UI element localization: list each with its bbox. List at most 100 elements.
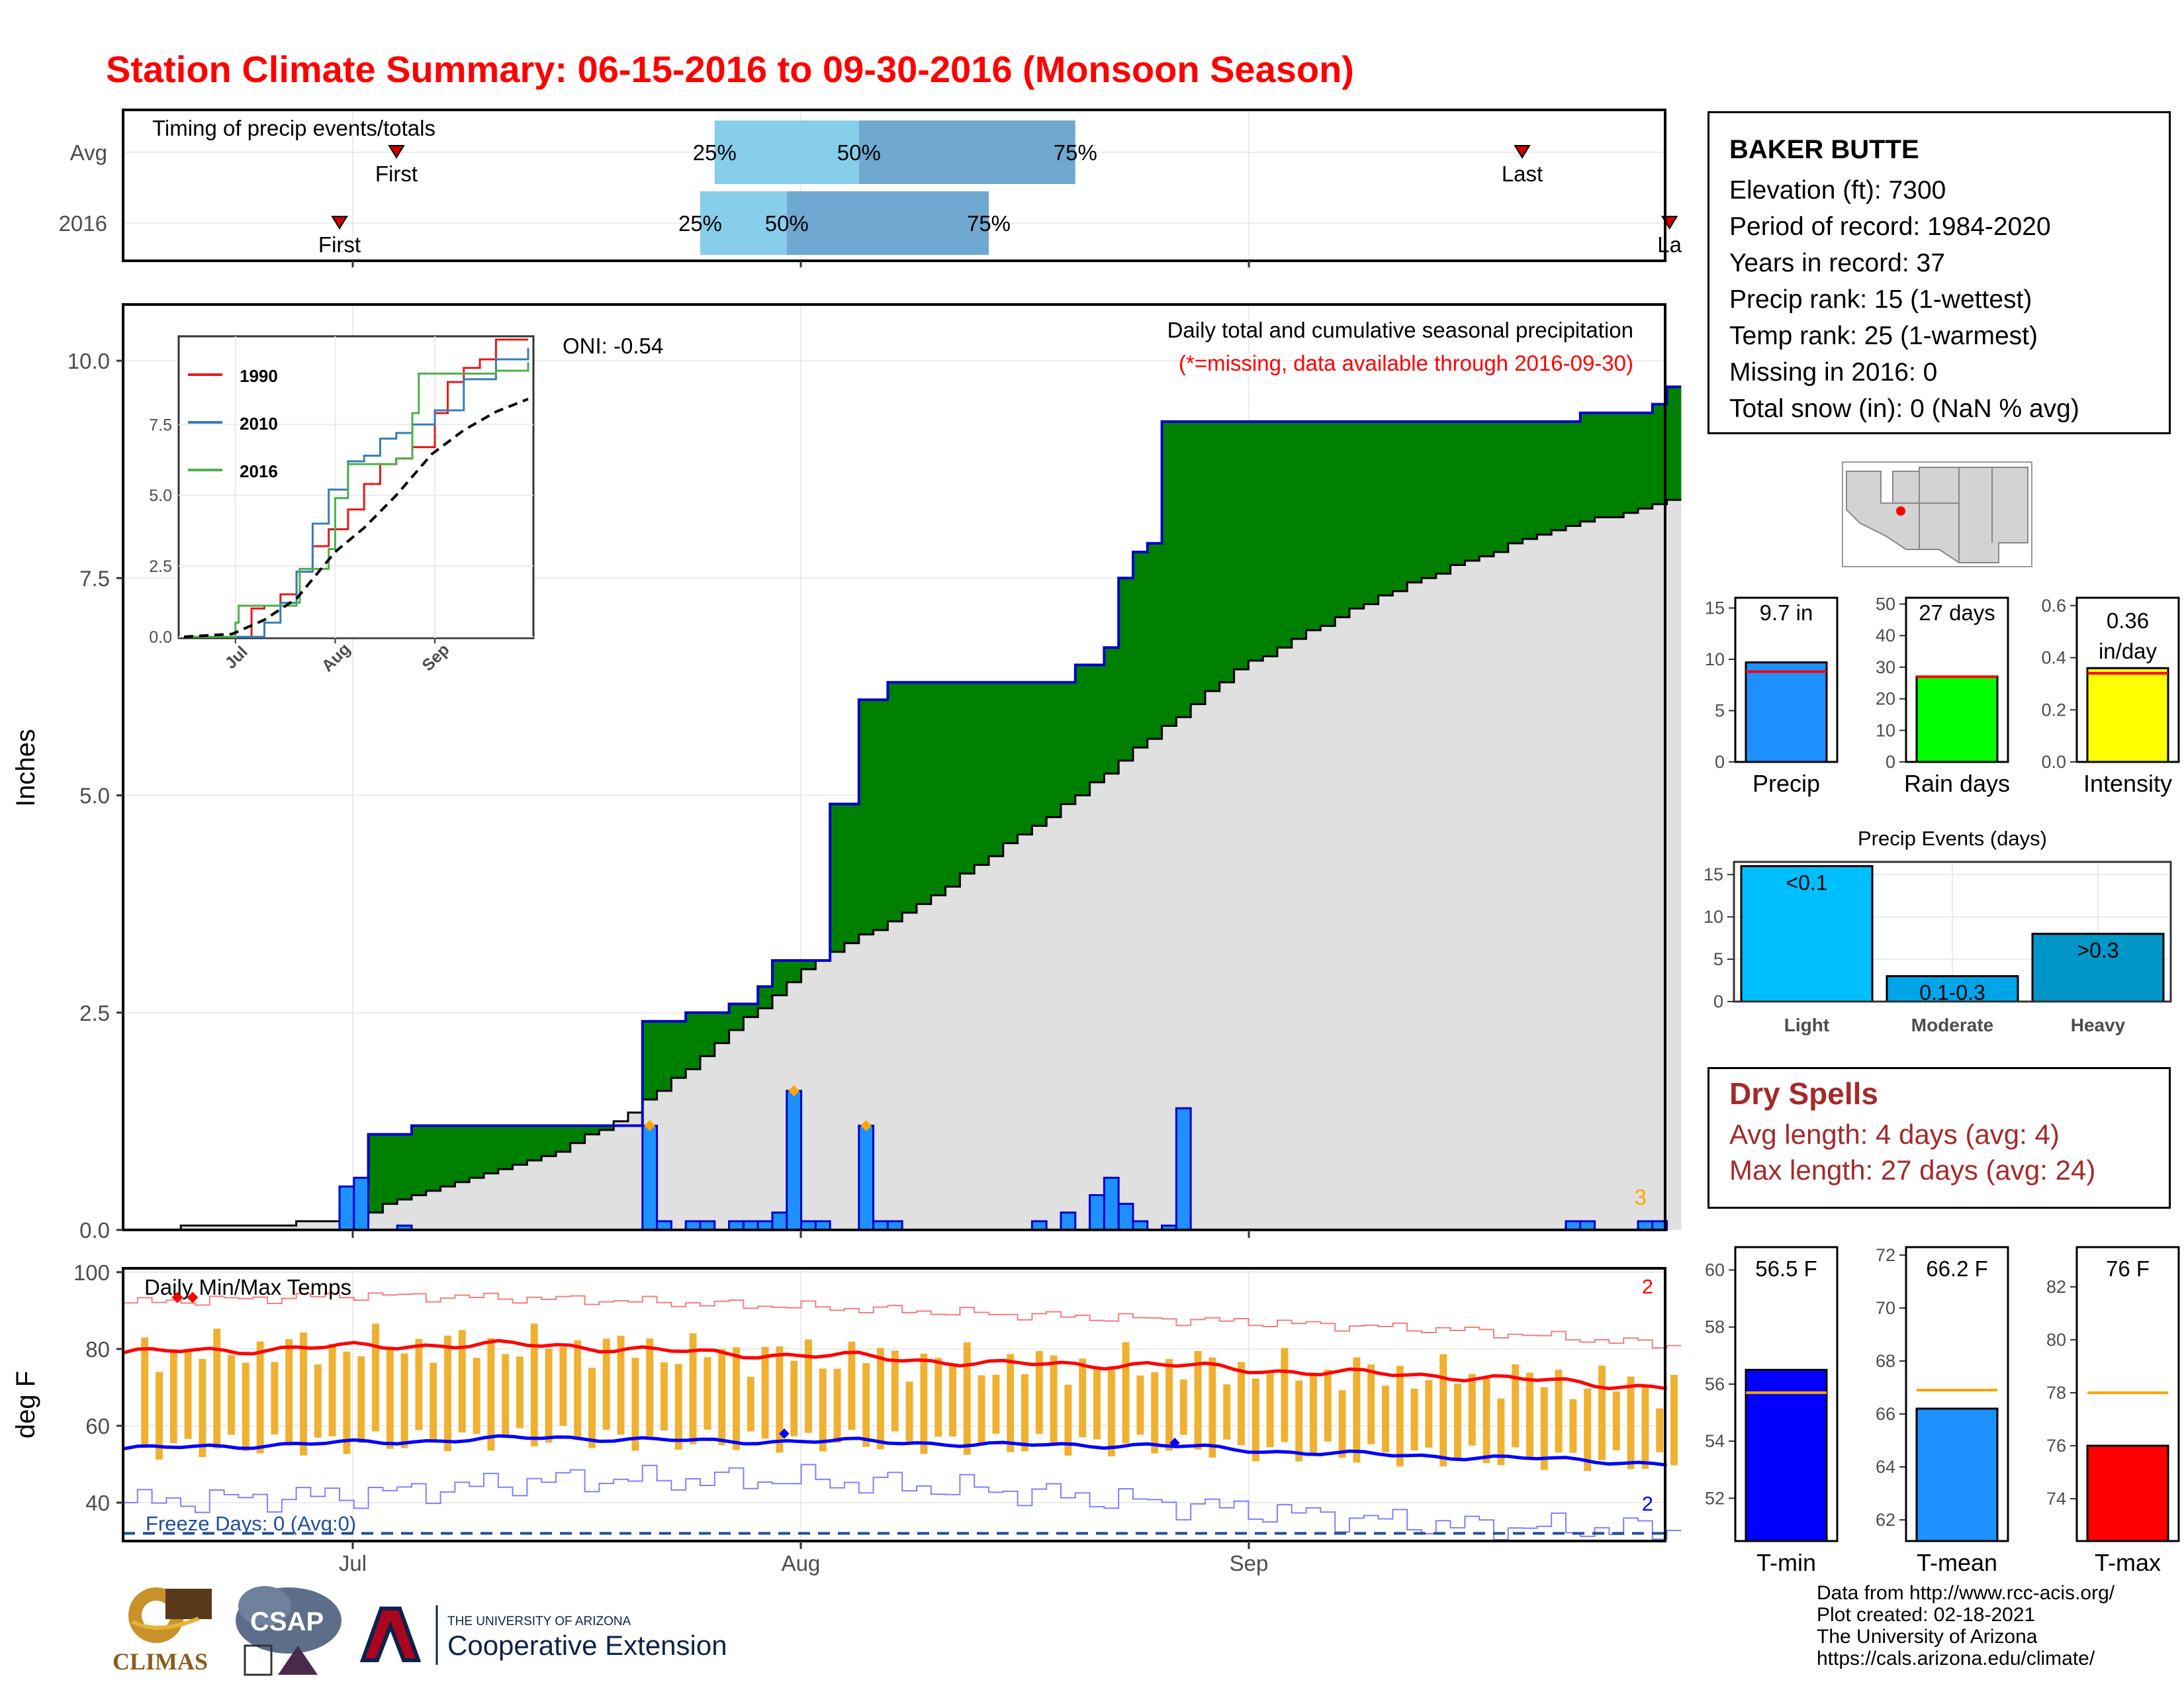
credit-plot-date: Plot created: 02-18-2021 xyxy=(1817,1604,2036,1626)
daily-temp-range-bar xyxy=(1079,1358,1087,1438)
daily-temp-range-bar xyxy=(833,1368,841,1443)
timing-first-label: First xyxy=(375,162,418,186)
climas-logo: CLIMAS xyxy=(113,1587,212,1675)
events-title: Precip Events (days) xyxy=(1858,827,2047,850)
timing-p25: 25% xyxy=(678,211,722,236)
daily-precip-bar xyxy=(858,1124,875,1231)
daily-temp-range-bar xyxy=(617,1335,625,1435)
precip-y-tick: 2.5 xyxy=(79,1001,110,1025)
daily-temp-range-bar xyxy=(1382,1385,1389,1452)
daily-temp-range-bar xyxy=(805,1339,812,1433)
temp-y-tick: 100 xyxy=(73,1260,110,1285)
average-min-line xyxy=(122,1434,1667,1467)
daily-temp-range-bar xyxy=(1266,1374,1274,1448)
daily-temp-range-bar xyxy=(1238,1362,1245,1446)
dry-spells-box: Dry Spells Avg length: 4 days (avg: 4) M… xyxy=(1707,1067,2171,1209)
daily-temp-range-bar xyxy=(516,1356,523,1429)
daily-temp-range-bar xyxy=(905,1382,913,1442)
events-x-tick: Light xyxy=(1784,1015,1829,1035)
timing-first-marker xyxy=(331,216,348,230)
daily-temp-range-bar xyxy=(1310,1375,1317,1456)
daily-temp-range-bar xyxy=(1512,1364,1520,1448)
daily-temp-range-bar xyxy=(357,1356,365,1443)
temp-y-tick: 60 xyxy=(85,1414,110,1438)
summary-bar-value xyxy=(2086,667,2169,763)
daily-temp-range-bar xyxy=(949,1365,956,1436)
daily-temp-range-bar xyxy=(530,1323,538,1446)
timing-p75: 75% xyxy=(1054,140,1097,165)
daily-record-marker xyxy=(860,1119,872,1131)
temp-summary-tick: 66 xyxy=(1876,1404,1895,1424)
summary-bar-tick: 30 xyxy=(1876,657,1895,677)
temp-summary-tick: 56 xyxy=(1705,1374,1725,1394)
daily-temp-range-bar xyxy=(978,1375,985,1444)
daily-temp-range-bar xyxy=(1367,1364,1375,1444)
oni-value: ONI: -0.54 xyxy=(563,334,663,358)
daily-temp-range-bar xyxy=(1454,1383,1461,1458)
observed-cumulative-line xyxy=(123,385,1682,1231)
csap-logo-text: CSAP xyxy=(250,1607,324,1636)
temp-summary-tick: 68 xyxy=(1876,1351,1895,1371)
daily-temp-range-bar xyxy=(559,1346,567,1427)
inset-legend-2016: 2016 xyxy=(240,461,278,481)
summary-bar-tick: 40 xyxy=(1876,626,1895,645)
events-x-tick: Heavy xyxy=(2071,1015,2126,1035)
daily-temp-range-bar xyxy=(184,1350,192,1439)
inset-legend-2010: 2010 xyxy=(240,414,278,434)
daily-temp-range-bar xyxy=(1208,1357,1216,1458)
precip-chart-subtitle: (*=missing, data available through 2016-… xyxy=(1179,351,1633,375)
summary-bar-value-label: 27 days xyxy=(1919,600,1995,625)
daily-precip-bar xyxy=(338,1185,355,1231)
summary-bar-label: Rain days xyxy=(1904,770,2010,797)
summary-bar-intensity: 0.0 0.2 0.4 0.6 0.36 in/day Intensity xyxy=(2041,596,2180,797)
inset-line-2016 xyxy=(184,362,529,638)
daily-temp-range-bar xyxy=(877,1348,884,1450)
temp-summary-tick: 72 xyxy=(1876,1245,1895,1265)
daily-temp-range-bar xyxy=(328,1344,336,1436)
temp-y-axis-label: deg F xyxy=(11,1371,40,1438)
daily-temp-range-bar xyxy=(228,1354,235,1435)
average-cumulative-area xyxy=(123,500,1682,1230)
daily-temp-range-bar xyxy=(458,1330,466,1432)
daily-temp-range-bar xyxy=(1641,1385,1649,1469)
daily-temp-range-bar xyxy=(674,1364,682,1450)
x-axis: Jul Aug Sep xyxy=(339,1541,1268,1575)
events-bar-label: <0.1 xyxy=(1786,870,1827,894)
timing-row-label-2016: 2016 xyxy=(59,211,107,236)
precip-y-tick: 0.0 xyxy=(79,1218,110,1243)
summary-bar-tick: 0.6 xyxy=(2041,596,2066,616)
daily-temp-range-bar xyxy=(1007,1354,1015,1452)
timing-last-marker xyxy=(1514,145,1531,159)
dry-spells-avg: Avg length: 4 days (avg: 4) xyxy=(1729,1119,2060,1150)
daily-temp-range-bar xyxy=(1540,1387,1548,1470)
temp-chart-title: Daily Min/Max Temps xyxy=(144,1275,351,1299)
daily-temp-range-bar xyxy=(1050,1355,1058,1446)
record-max-count: 2 xyxy=(1642,1275,1653,1298)
daily-temp-range-bar xyxy=(213,1329,221,1449)
daily-temp-range-bar xyxy=(1064,1384,1072,1456)
daily-precip-bar xyxy=(1175,1107,1192,1231)
ua-big-text: Cooperative Extension xyxy=(447,1630,727,1661)
timing-first-label: First xyxy=(318,232,361,257)
x-tick-aug: Aug xyxy=(782,1551,821,1575)
csap-logo: CSAP xyxy=(236,1586,341,1676)
summary-bar-value-label: 9.7 in xyxy=(1760,600,1813,625)
timing-heading: Timing of precip events/totals xyxy=(152,116,435,140)
summary-bar-label: Precip xyxy=(1752,770,1820,797)
summary-bar-tick: 0 xyxy=(1715,752,1725,772)
daily-record-marker xyxy=(644,1119,656,1131)
station-name: BAKER BUTTE xyxy=(1729,135,1919,164)
temp-summary-tick: 54 xyxy=(1705,1431,1725,1451)
temp-summary-tick: 70 xyxy=(1876,1298,1895,1318)
record-max-line xyxy=(123,1292,1682,1349)
daily-temp-range-bar xyxy=(1555,1370,1563,1453)
timing-last-label: La xyxy=(1657,232,1682,257)
summary-bar-tick: 0 xyxy=(1886,752,1895,772)
record-min-line xyxy=(123,1464,1682,1540)
daily-temp-range-bar xyxy=(1165,1359,1173,1451)
daily-temp-range-bar xyxy=(1497,1398,1505,1466)
precip-y-tick: 7.5 xyxy=(79,566,110,590)
daily-temp-range-bar xyxy=(487,1338,495,1451)
x-tick-jul: Jul xyxy=(339,1551,367,1575)
summary-bar-rain-days: 0 10 20 30 40 50 27 days Rain days xyxy=(1876,594,2010,797)
